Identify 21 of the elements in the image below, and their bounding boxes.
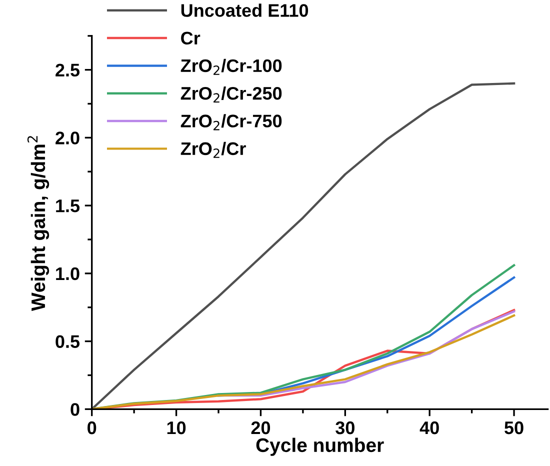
legend-label: ZrO$_{2}$/Cr-750: [180, 114, 282, 130]
legend-label: ZrO$_{2}$/Cr-100: [180, 58, 282, 75]
y-tick-label: 1.5: [56, 200, 80, 212]
x-tick-label: 20: [251, 421, 270, 434]
x-tick-label: 10: [167, 421, 186, 434]
y-tick-label: 0.5: [56, 335, 80, 348]
y-tick-label: 2.0: [56, 132, 80, 144]
x-tick-label: 40: [420, 421, 439, 434]
legend-label: ZrO$_{2}$/Cr-250: [180, 86, 282, 103]
line-series: [92, 82, 516, 410]
legend-label: Cr: [181, 32, 200, 45]
y-axis-title: Weight gain, g/dm$^{2}$: [27, 136, 50, 311]
legend-label: Uncoated E110: [181, 4, 308, 17]
y-tick-label: 1.0: [56, 267, 80, 280]
x-tick-label: 30: [336, 421, 354, 434]
x-tick-label: 0: [88, 421, 96, 434]
x-tick-label: 50: [504, 421, 524, 434]
y-tick-label: 2.5: [56, 64, 80, 77]
legend-label: ZrO$_{2}$/Cr: [180, 142, 246, 158]
y-tick-label: 0: [70, 403, 80, 416]
x-axis-title: Cycle number: [256, 438, 384, 456]
